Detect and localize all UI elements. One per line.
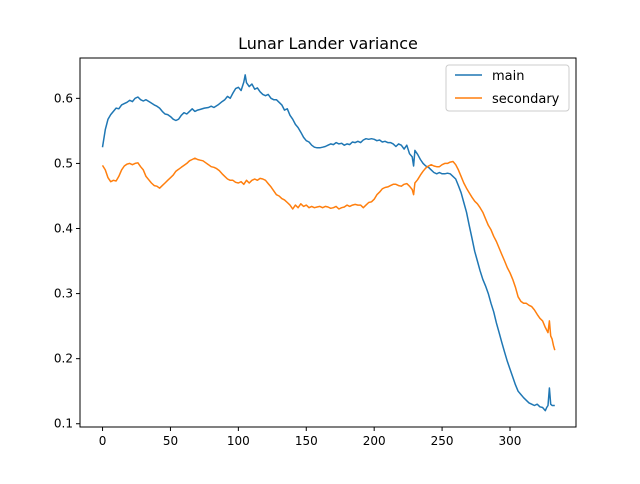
legend-box [445,64,570,112]
x-axis-ticks: 0 50 100 150 200 250 300 [99,427,522,448]
x-tick-label: 150 [295,434,318,448]
x-tick-label: 0 [99,434,107,448]
plot-lines [101,74,556,412]
x-tick-label: 50 [163,434,178,448]
x-tick-label: 250 [431,434,454,448]
x-tick-label: 100 [227,434,250,448]
x-tick-label: 200 [363,434,386,448]
legend: main secondary [445,64,570,112]
y-tick-label: 0.6 [54,91,73,105]
plot-area-frame [79,57,577,428]
legend-label-secondary: secondary [492,92,560,107]
x-tick-label: 300 [499,434,522,448]
y-axis-ticks: 0.1 0.2 0.3 0.4 0.5 0.6 [54,91,80,431]
series-line-main [101,74,555,412]
chart-title: Lunar Lander variance [238,34,418,53]
y-tick-label: 0.5 [54,156,73,170]
y-tick-label: 0.3 [54,287,73,301]
y-tick-label: 0.2 [54,352,73,366]
y-tick-label: 0.4 [54,222,73,236]
y-tick-label: 0.1 [54,417,73,431]
series-line-secondary [101,157,556,351]
legend-label-main: main [492,69,524,84]
